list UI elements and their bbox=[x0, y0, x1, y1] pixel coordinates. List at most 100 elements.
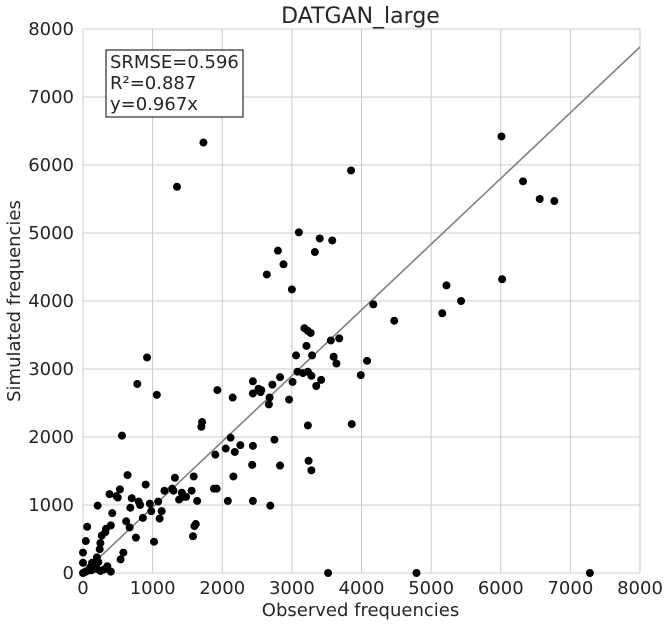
x-tick-label: 8000 bbox=[617, 578, 663, 599]
data-point bbox=[143, 353, 152, 362]
data-point bbox=[287, 285, 296, 294]
data-point bbox=[116, 555, 125, 564]
data-point bbox=[329, 352, 338, 361]
data-point bbox=[335, 334, 344, 343]
x-tick-labels: 0 1000 2000 3000 4000 5000 6000 7000 8000 bbox=[77, 578, 663, 599]
data-point bbox=[306, 328, 315, 337]
data-point bbox=[96, 539, 105, 548]
data-point bbox=[268, 380, 277, 389]
data-point bbox=[332, 359, 341, 368]
data-point bbox=[292, 351, 301, 360]
data-point bbox=[308, 351, 317, 360]
data-point bbox=[550, 197, 559, 206]
x-tick-label: 4000 bbox=[339, 578, 385, 599]
y-tick-label: 4000 bbox=[28, 291, 74, 312]
y-tick-label: 5000 bbox=[28, 223, 74, 244]
data-points bbox=[79, 132, 594, 577]
data-point bbox=[412, 569, 421, 577]
data-point bbox=[189, 532, 198, 541]
data-point bbox=[270, 435, 279, 444]
data-point bbox=[248, 496, 257, 505]
data-point bbox=[257, 386, 266, 395]
x-tick-label: 5000 bbox=[408, 578, 454, 599]
data-point bbox=[127, 494, 136, 503]
data-point bbox=[119, 548, 128, 557]
data-point bbox=[92, 553, 101, 562]
data-point bbox=[294, 228, 303, 237]
data-point bbox=[236, 441, 245, 450]
y-tick-label: 1000 bbox=[28, 495, 74, 516]
stats-annotation: SRMSE=0.596 R²=0.887 y=0.967x bbox=[105, 49, 244, 118]
data-point bbox=[154, 497, 163, 506]
data-point bbox=[212, 484, 221, 493]
data-point bbox=[172, 182, 181, 191]
data-point bbox=[312, 382, 321, 390]
data-point bbox=[170, 473, 179, 482]
data-point bbox=[315, 234, 324, 243]
data-point bbox=[363, 356, 372, 365]
data-point bbox=[457, 297, 466, 305]
data-point bbox=[326, 336, 335, 345]
y-tick-label: 0 bbox=[63, 563, 74, 584]
data-point bbox=[81, 537, 90, 546]
data-point bbox=[230, 447, 239, 456]
data-point bbox=[497, 132, 506, 141]
x-tick-label: 0 bbox=[77, 578, 88, 599]
x-tick-label: 3000 bbox=[269, 578, 315, 599]
data-point bbox=[285, 395, 294, 404]
fit-line-layer bbox=[82, 46, 641, 574]
x-tick-label: 1000 bbox=[130, 578, 176, 599]
data-point bbox=[141, 480, 150, 489]
x-tick-label: 6000 bbox=[478, 578, 524, 599]
data-point bbox=[279, 260, 288, 269]
data-point bbox=[317, 375, 326, 384]
data-point bbox=[133, 379, 142, 388]
data-point bbox=[93, 501, 102, 510]
data-point bbox=[226, 433, 235, 442]
data-point bbox=[79, 558, 87, 567]
data-point bbox=[95, 545, 104, 554]
data-point bbox=[276, 373, 285, 382]
data-point bbox=[160, 486, 169, 495]
data-point bbox=[169, 486, 178, 495]
data-point bbox=[442, 281, 451, 290]
y-tick-label: 2000 bbox=[28, 427, 74, 448]
data-point bbox=[390, 316, 399, 325]
x-tick-label: 7000 bbox=[547, 578, 593, 599]
data-point bbox=[117, 431, 126, 440]
data-point bbox=[304, 456, 313, 465]
data-point bbox=[307, 466, 316, 475]
data-point bbox=[248, 389, 257, 398]
plot-border bbox=[82, 28, 641, 574]
x-tick-label: 2000 bbox=[199, 578, 245, 599]
data-point bbox=[155, 514, 164, 523]
fit-equation-label: y=0.967x bbox=[110, 94, 198, 115]
data-point bbox=[347, 166, 356, 175]
plot-frame bbox=[82, 28, 641, 574]
data-point bbox=[248, 441, 257, 450]
data-point bbox=[126, 503, 135, 512]
data-point bbox=[213, 386, 222, 395]
data-point bbox=[191, 520, 200, 529]
data-point bbox=[189, 472, 198, 481]
data-point bbox=[288, 377, 297, 386]
srmse-label: SRMSE=0.596 bbox=[110, 52, 239, 73]
data-point bbox=[115, 485, 124, 494]
data-point bbox=[199, 138, 208, 147]
data-point bbox=[145, 499, 154, 508]
data-point bbox=[211, 450, 220, 459]
y-tick-label: 6000 bbox=[28, 155, 74, 176]
data-point bbox=[113, 493, 122, 502]
data-point bbox=[221, 444, 230, 453]
data-point bbox=[106, 567, 115, 576]
data-point bbox=[356, 371, 365, 380]
data-point bbox=[307, 371, 316, 380]
data-point bbox=[347, 420, 356, 429]
data-point bbox=[198, 418, 207, 427]
data-point bbox=[438, 309, 447, 318]
y-tick-label: 3000 bbox=[28, 359, 74, 380]
data-point bbox=[310, 248, 319, 257]
chart-title: DATGAN_large bbox=[281, 4, 440, 29]
